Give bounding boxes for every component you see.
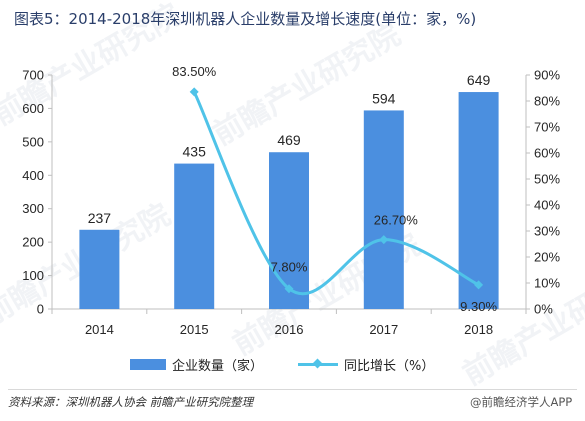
line-point bbox=[379, 235, 389, 245]
x-tick-label: 2014 bbox=[85, 322, 114, 337]
legend-swatch-bar bbox=[130, 358, 166, 370]
y-right-tick-label: 60% bbox=[534, 146, 560, 161]
bar bbox=[79, 229, 120, 309]
legend-swatch-line bbox=[298, 359, 338, 369]
line-point bbox=[474, 280, 484, 290]
legend-item-bars: 企业数量（家） bbox=[130, 352, 263, 376]
bar-value-label: 469 bbox=[277, 132, 301, 148]
y-left-tick-label: 400 bbox=[22, 168, 44, 183]
line-point bbox=[189, 87, 199, 97]
x-tick-label: 2015 bbox=[180, 322, 209, 337]
y-left-tick-label: 600 bbox=[22, 101, 44, 116]
y-right-tick-label: 30% bbox=[534, 224, 560, 239]
line-value-label: 7.80% bbox=[271, 260, 308, 275]
y-left-tick-label: 100 bbox=[22, 268, 44, 283]
y-right-tick-label: 80% bbox=[534, 94, 560, 109]
y-right-tick-label: 90% bbox=[534, 68, 560, 83]
chart-title: 图表5：2014-2018年深圳机器人企业数量及增长速度(单位：家，%) bbox=[14, 10, 477, 28]
y-right-tick-label: 50% bbox=[534, 172, 560, 187]
line-value-label: 26.70% bbox=[374, 213, 419, 228]
y-right-tick-label: 70% bbox=[534, 120, 560, 135]
y-right-tick-label: 10% bbox=[534, 276, 560, 291]
line-value-label: 83.50% bbox=[172, 64, 217, 79]
x-tick-label: 2017 bbox=[369, 322, 398, 337]
y-left-tick-label: 0 bbox=[37, 302, 44, 317]
y-left-tick-label: 500 bbox=[22, 134, 44, 149]
line-value-label: 9.30% bbox=[460, 299, 497, 314]
legend: 企业数量（家） 同比增长（%） bbox=[0, 352, 585, 376]
bar-value-label: 594 bbox=[372, 90, 396, 106]
brand-credit: @前瞻经济学人APP bbox=[470, 395, 573, 409]
y-right-tick-label: 0% bbox=[534, 302, 553, 317]
bar bbox=[269, 152, 309, 309]
growth-line bbox=[192, 91, 480, 296]
bar-value-label: 649 bbox=[467, 72, 491, 88]
bar bbox=[174, 163, 215, 309]
legend-item-line: 同比增长（%） bbox=[298, 352, 434, 376]
legend-label-line: 同比增长（%） bbox=[344, 358, 435, 374]
bar-value-label: 435 bbox=[183, 144, 207, 160]
y-left-tick-label: 300 bbox=[22, 201, 44, 216]
source-note: 资料来源：深圳机器人协会 前瞻产业研究院整理 bbox=[8, 395, 254, 409]
line-point bbox=[284, 284, 294, 294]
x-tick-label: 2018 bbox=[464, 322, 493, 337]
x-tick-label: 2016 bbox=[275, 322, 304, 337]
y-right-tick-label: 20% bbox=[534, 250, 560, 265]
bar bbox=[458, 92, 499, 309]
y-left-tick-label: 200 bbox=[22, 235, 44, 250]
bar-value-label: 237 bbox=[88, 210, 112, 226]
y-right-tick-label: 40% bbox=[534, 198, 560, 213]
y-left-tick-label: 700 bbox=[22, 68, 44, 83]
footer-divider bbox=[8, 389, 577, 390]
bar bbox=[363, 110, 404, 309]
legend-label-bars: 企业数量（家） bbox=[172, 358, 264, 374]
